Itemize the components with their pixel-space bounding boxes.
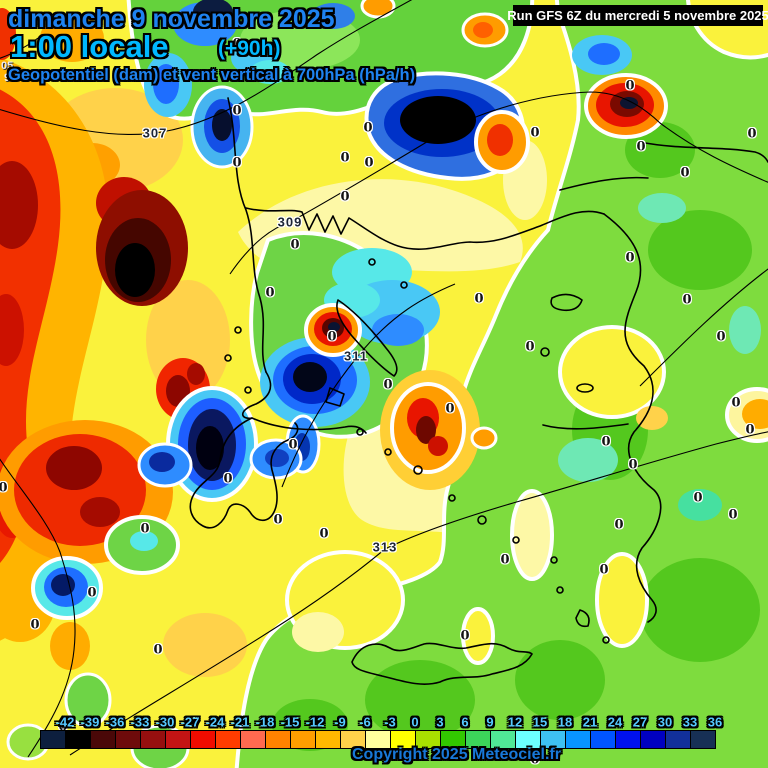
colorbar-cell [466, 731, 491, 748]
colorbar-cell [291, 731, 316, 748]
colorbar-cell [416, 731, 441, 748]
colorbar-tick-label: 21 [582, 714, 598, 730]
colorbar-tick-label: -30 [155, 714, 175, 730]
run-info-badge: Run GFS 6Z du mercredi 5 novembre 2025 [507, 5, 768, 26]
colorbar-tick-label: -9 [334, 714, 346, 730]
colorbar-cell [491, 731, 516, 748]
colorbar-tick-label: -24 [205, 714, 225, 730]
colorbar-tick-label: 9 [486, 714, 494, 730]
colorbar-tick-label: -15 [280, 714, 300, 730]
colorbar-tick-label: 30 [657, 714, 673, 730]
colorbar-tick-label: 36 [707, 714, 723, 730]
colorbar-cell [341, 731, 366, 748]
colorbar-tick-label: -33 [130, 714, 150, 730]
colorbar-cell [116, 731, 141, 748]
colorbar-cell [166, 731, 191, 748]
copyright-label: Copyright 2025 Meteociel.fr [352, 746, 561, 763]
colorbar-cell [316, 731, 341, 748]
colorbar-tick-label: 12 [507, 714, 523, 730]
colorbar [40, 730, 716, 749]
colorbar-tick-label: -18 [255, 714, 275, 730]
colorbar-cell [541, 731, 566, 748]
date-title: dimanche 9 novembre 2025 [8, 5, 335, 33]
colorbar-tick-label: 3 [436, 714, 444, 730]
parameter-title: Geopotentiel (dam) et vent vertical à 70… [8, 66, 416, 84]
colorbar-tick-label: -6 [359, 714, 371, 730]
colorbar-cell [216, 731, 241, 748]
colorbar-cell [141, 731, 166, 748]
colorbar-tick-label: 15 [532, 714, 548, 730]
colorbar-cell [666, 731, 691, 748]
colorbar-cell [591, 731, 616, 748]
colorbar-tick-label: -36 [105, 714, 125, 730]
colorbar-tick-label: 0 [411, 714, 419, 730]
local-time-title: 1:00 locale [10, 29, 169, 64]
colorbar-cell [566, 731, 591, 748]
colorbar-cell [691, 731, 715, 748]
colorbar-cell [191, 731, 216, 748]
colorbar-cell [41, 731, 66, 748]
colorbar-tick-label: -12 [305, 714, 325, 730]
forecast-offset-label: (+90h) [218, 37, 281, 60]
colorbar-tick-label: -27 [180, 714, 200, 730]
colorbar-cell [616, 731, 641, 748]
colorbar-tick-label: -3 [384, 714, 396, 730]
colorbar-cell [366, 731, 391, 748]
colorbar-tick-label: -21 [230, 714, 250, 730]
colorbar-cell [266, 731, 291, 748]
colorbar-tick-label: 27 [632, 714, 648, 730]
colorbar-cell [641, 731, 666, 748]
colorbar-tick-label: -42 [55, 714, 75, 730]
coastlines-layer [189, 97, 768, 685]
colorbar-tick-label: 6 [461, 714, 469, 730]
colorbar-cell [441, 731, 466, 748]
colorbar-cell [391, 731, 416, 748]
colorbar-tick-label: 33 [682, 714, 698, 730]
colorbar-cell [91, 731, 116, 748]
colorbar-tick-label: -39 [80, 714, 100, 730]
colorbar-cell [66, 731, 91, 748]
colorbar-cell [516, 731, 541, 748]
colorbar-tick-label: 24 [607, 714, 623, 730]
colorbar-tick-label: 18 [557, 714, 573, 730]
colorbar-cell [241, 731, 266, 748]
